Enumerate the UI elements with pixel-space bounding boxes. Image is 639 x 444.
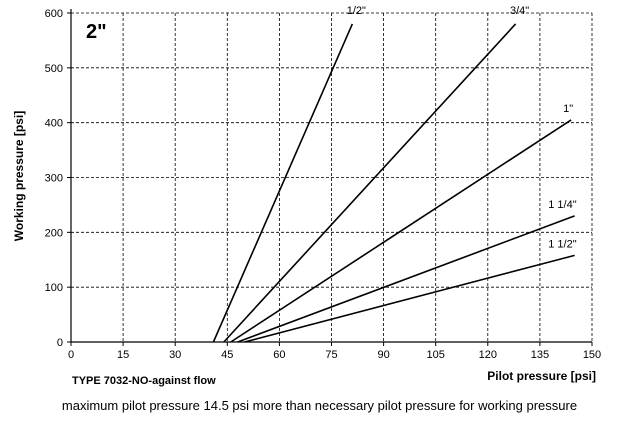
x-tick-label: 45 xyxy=(221,349,233,361)
x-tick-label: 150 xyxy=(583,349,601,361)
x-tick-label: 90 xyxy=(377,349,389,361)
chart: 0 15 30 45 60 75 90 105 120 135 150 0 100 200 300 400 50… xyxy=(12,5,602,387)
grid xyxy=(71,12,593,342)
series-label: 1 1/2" xyxy=(548,238,576,250)
y-tick-label: 100 xyxy=(45,282,63,294)
series-lines xyxy=(212,23,575,343)
y-tick-label: 300 xyxy=(45,173,63,185)
series-label: 1 1/4" xyxy=(548,199,576,211)
series-line xyxy=(237,215,575,343)
x-tick-label: 75 xyxy=(325,349,337,361)
y-tick-label: 600 xyxy=(45,8,63,20)
axes xyxy=(67,9,593,346)
y-tick-label: 200 xyxy=(45,227,63,239)
x-axis-title: Pilot pressure [psi] xyxy=(487,369,596,383)
series-label: 1/2" xyxy=(347,5,366,17)
series-line xyxy=(223,23,517,343)
series-label: 3/4" xyxy=(510,5,529,17)
series-line xyxy=(230,119,572,343)
tick-labels: 0 15 30 45 60 75 90 105 120 135 150 0 100 200 300 400 50… xyxy=(45,8,602,361)
x-tick-label: 60 xyxy=(273,349,285,361)
chart-subtitle: TYPE 7032-NO-against flow xyxy=(72,375,216,387)
y-axis-title: Working pressure [psi] xyxy=(12,111,26,241)
series-line xyxy=(212,23,354,343)
x-tick-label: 30 xyxy=(169,349,181,361)
x-tick-label: 105 xyxy=(427,349,445,361)
y-tick-label: 500 xyxy=(45,63,63,75)
series-label: 1" xyxy=(563,103,573,115)
y-tick-label: 400 xyxy=(45,118,63,130)
series-line xyxy=(244,254,575,343)
y-tick-label: 0 xyxy=(57,337,63,349)
x-tick-label: 15 xyxy=(117,349,129,361)
x-tick-label: 0 xyxy=(68,349,74,361)
caption: maximum pilot pressure 14.5 psi more tha… xyxy=(61,398,578,413)
x-tick-label: 135 xyxy=(531,349,549,361)
chart-title: 2" xyxy=(86,21,107,43)
x-tick-label: 120 xyxy=(479,349,497,361)
series-labels: 1/2" 3/4" 1" 1 1/4" 1 1/2" xyxy=(347,5,577,250)
